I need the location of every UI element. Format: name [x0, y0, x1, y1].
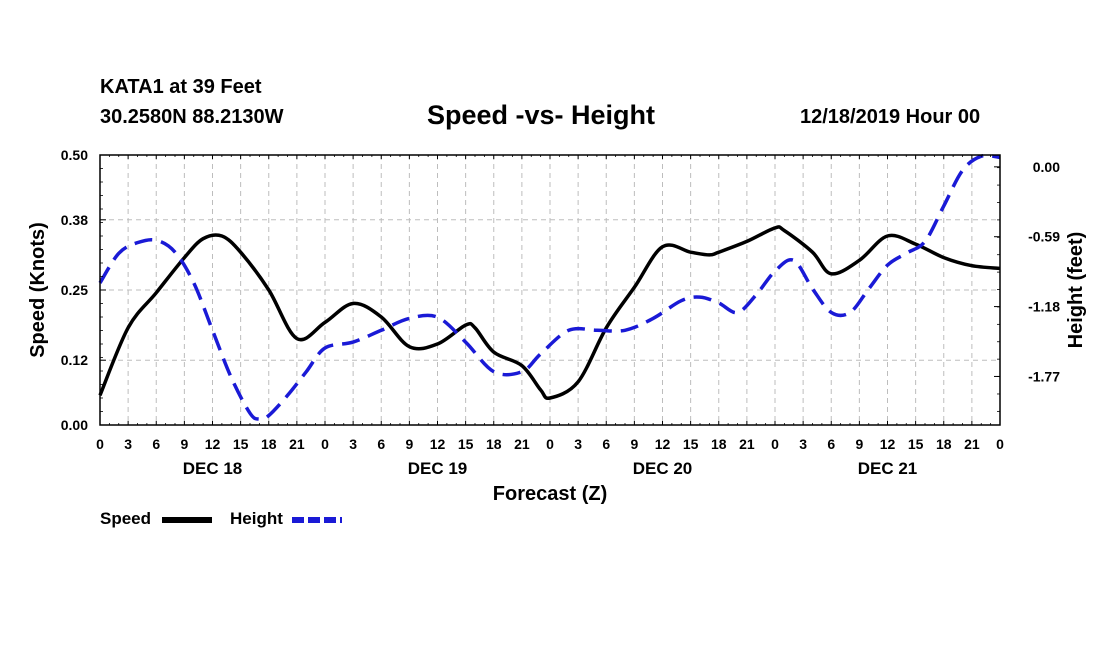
- y2-tick-label: -1.18: [1028, 299, 1060, 315]
- x-tick-label: 6: [377, 436, 385, 452]
- x-tick-label: 15: [458, 436, 474, 452]
- day-label: DEC 19: [408, 459, 468, 478]
- day-label: DEC 20: [633, 459, 693, 478]
- x-tick-label: 15: [908, 436, 924, 452]
- y-tick-label: 0.12: [61, 352, 88, 368]
- y-tick-label: 0.00: [61, 417, 88, 433]
- x-tick-label: 12: [655, 436, 671, 452]
- x-tick-label: 9: [405, 436, 413, 452]
- x-axis-title: Forecast (Z): [493, 483, 607, 505]
- y2-tick-label: -1.77: [1028, 368, 1060, 384]
- x-tick-label: 3: [799, 436, 807, 452]
- x-tick-label: 6: [152, 436, 160, 452]
- tick-layer: 0 3 6 9 12 15 18 21 0 3 6 9 12 15 18 21 0 3 6 9 12 15 18 21 0 3 6 9…: [61, 147, 1060, 478]
- series-layer: [98, 153, 1001, 422]
- y-axis-title: Speed (Knots): [27, 222, 49, 358]
- y-tick-label: 0.50: [61, 147, 88, 163]
- series-line-speed: [98, 225, 1001, 401]
- day-label: DEC 21: [858, 459, 918, 478]
- x-tick-label: 21: [514, 436, 530, 452]
- x-tick-label: 0: [996, 436, 1004, 452]
- y2-tick-label: 0.00: [1033, 159, 1060, 175]
- x-tick-label: 9: [855, 436, 863, 452]
- chart-title: Speed -vs- Height: [427, 100, 656, 130]
- x-tick-label: 21: [964, 436, 980, 452]
- legend-height-label: Height: [230, 509, 283, 528]
- x-tick-label: 18: [486, 436, 502, 452]
- forecast-timestamp: 12/18/2019 Hour 00: [800, 106, 981, 128]
- y-tick-label: 0.38: [61, 212, 88, 228]
- x-tick-label: 3: [349, 436, 357, 452]
- x-tick-label: 6: [602, 436, 610, 452]
- x-tick-label: 18: [261, 436, 277, 452]
- y-tick-label: 0.25: [61, 282, 88, 298]
- x-tick-label: 18: [711, 436, 727, 452]
- x-tick-label: 9: [180, 436, 188, 452]
- x-tick-label: 12: [205, 436, 221, 452]
- x-tick-label: 12: [880, 436, 896, 452]
- legend-speed-label: Speed: [100, 509, 152, 528]
- station-label: KATA1 at 39 Feet: [100, 76, 262, 98]
- x-tick-label: 3: [124, 436, 132, 452]
- x-tick-label: 3: [574, 436, 582, 452]
- x-tick-label: 9: [630, 436, 638, 452]
- series-line-height: [98, 153, 1001, 422]
- x-tick-label: 21: [289, 436, 305, 452]
- x-tick-label: 15: [233, 436, 249, 452]
- x-tick-label: 18: [936, 436, 952, 452]
- x-tick-label: 0: [321, 436, 329, 452]
- x-tick-label: 15: [683, 436, 699, 452]
- y2-axis-title: Height (feet): [1065, 232, 1087, 349]
- x-tick-label: 0: [546, 436, 554, 452]
- y2-tick-label: -0.59: [1028, 229, 1060, 245]
- x-tick-label: 6: [827, 436, 835, 452]
- x-tick-label: 0: [96, 436, 104, 452]
- coordinates-label: 30.2580N 88.2130W: [100, 106, 284, 128]
- day-label: DEC 18: [183, 459, 243, 478]
- x-tick-label: 21: [739, 436, 755, 452]
- x-tick-label: 12: [430, 436, 446, 452]
- x-tick-label: 0: [771, 436, 779, 452]
